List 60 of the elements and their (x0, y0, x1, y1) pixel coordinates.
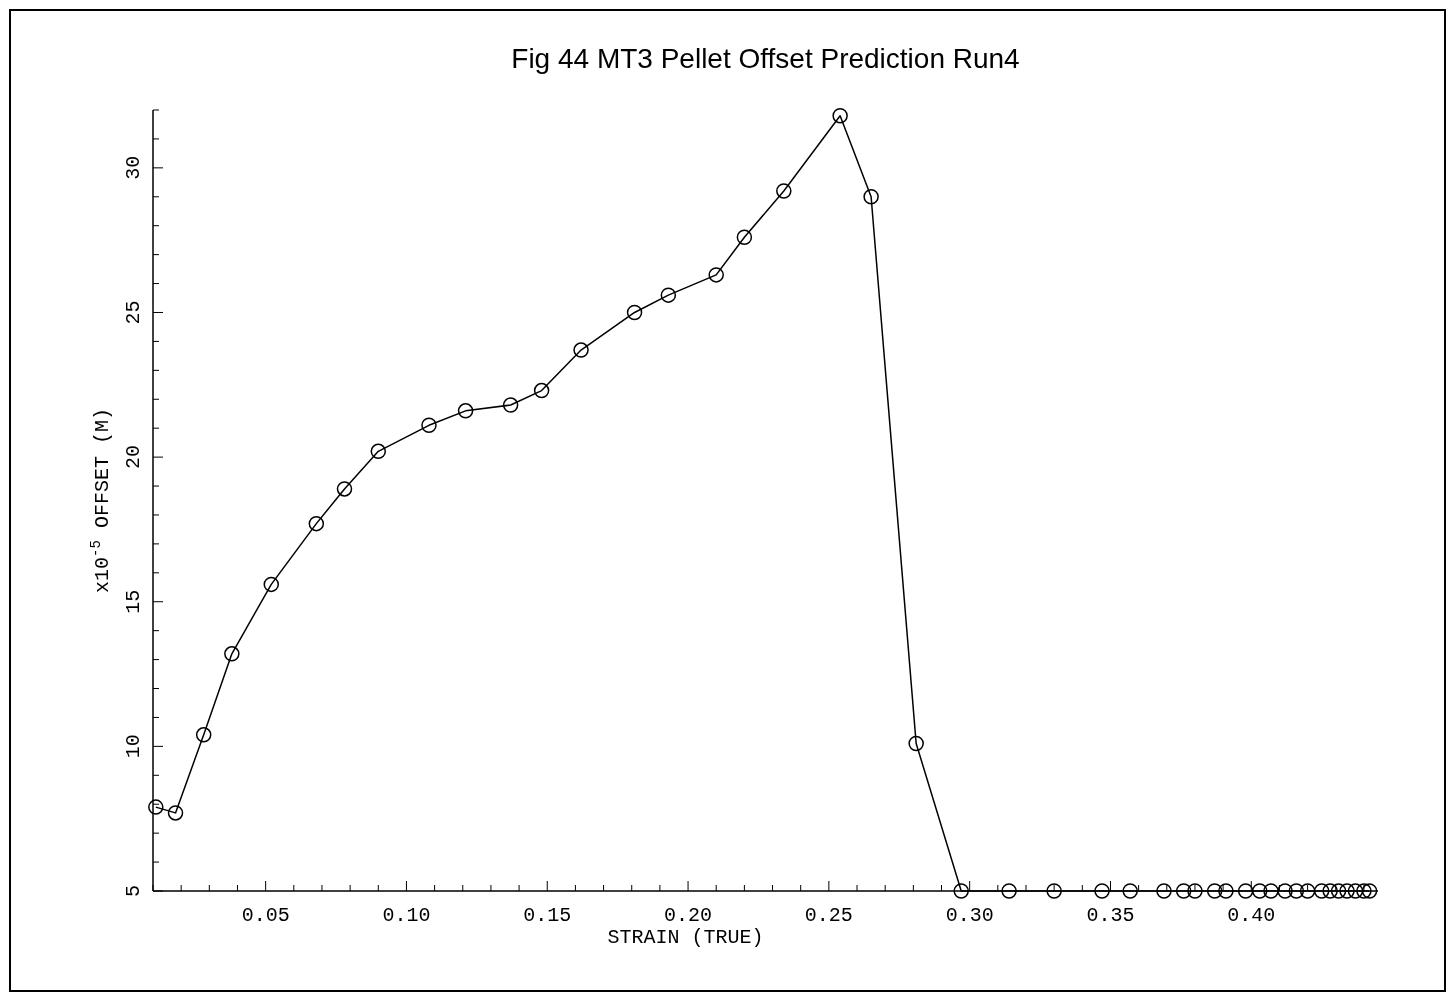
point (573, 342, 589, 358)
point (1299, 883, 1316, 899)
point (832, 108, 848, 124)
point (908, 735, 924, 752)
point (1263, 883, 1279, 899)
point (421, 417, 437, 434)
y-tick-label: 25 (122, 300, 145, 325)
chart-title: Fig 44 MT3 Pellet Offset Prediction Run4 (511, 43, 1020, 74)
point (776, 183, 792, 199)
point (708, 267, 724, 283)
point (1187, 883, 1203, 899)
x-tick-label: 0.30 (945, 904, 994, 927)
point (1347, 883, 1364, 899)
point (1046, 883, 1062, 899)
x-tick-label: 0.15 (523, 904, 572, 927)
point (1175, 883, 1192, 899)
x-tick-label: 0.05 (241, 904, 290, 927)
x-axis-title: STRAIN (TRUE) (607, 926, 764, 949)
x-tick-label: 0.20 (664, 904, 713, 927)
x-tick-label: 0.35 (1086, 904, 1135, 927)
point (1251, 883, 1268, 899)
point (863, 189, 879, 205)
point (370, 443, 387, 460)
x-tick-label: 0.10 (382, 904, 431, 927)
point (224, 646, 240, 662)
x-tick-label: 0.25 (804, 904, 853, 927)
x-tick-label: 0.40 (1227, 904, 1276, 927)
point (1122, 883, 1138, 899)
point (457, 403, 474, 419)
point (736, 229, 753, 246)
point (1277, 883, 1293, 899)
point (502, 397, 519, 413)
point (1313, 883, 1330, 899)
point (167, 805, 184, 821)
point (308, 515, 325, 532)
y-tick-label: 20 (122, 445, 145, 470)
point (1206, 883, 1223, 899)
point (263, 576, 280, 593)
point (1001, 883, 1017, 899)
point (1094, 883, 1110, 899)
y-tick-label: 5 (122, 884, 145, 898)
point (1361, 883, 1378, 899)
point (1339, 883, 1355, 899)
y-tick-label: 10 (122, 734, 145, 759)
y-tick-label: 15 (122, 589, 145, 614)
point (953, 883, 969, 899)
point (1237, 883, 1254, 899)
point (1218, 883, 1234, 899)
point (1322, 883, 1338, 899)
point (533, 382, 550, 399)
point (1330, 883, 1347, 899)
y-tick-label: 30 (122, 155, 145, 180)
point (1356, 883, 1372, 899)
point (148, 799, 164, 815)
point (1288, 883, 1305, 899)
point (195, 727, 212, 743)
point (660, 287, 677, 303)
point (626, 304, 643, 321)
point (1156, 883, 1172, 899)
point (336, 481, 353, 497)
